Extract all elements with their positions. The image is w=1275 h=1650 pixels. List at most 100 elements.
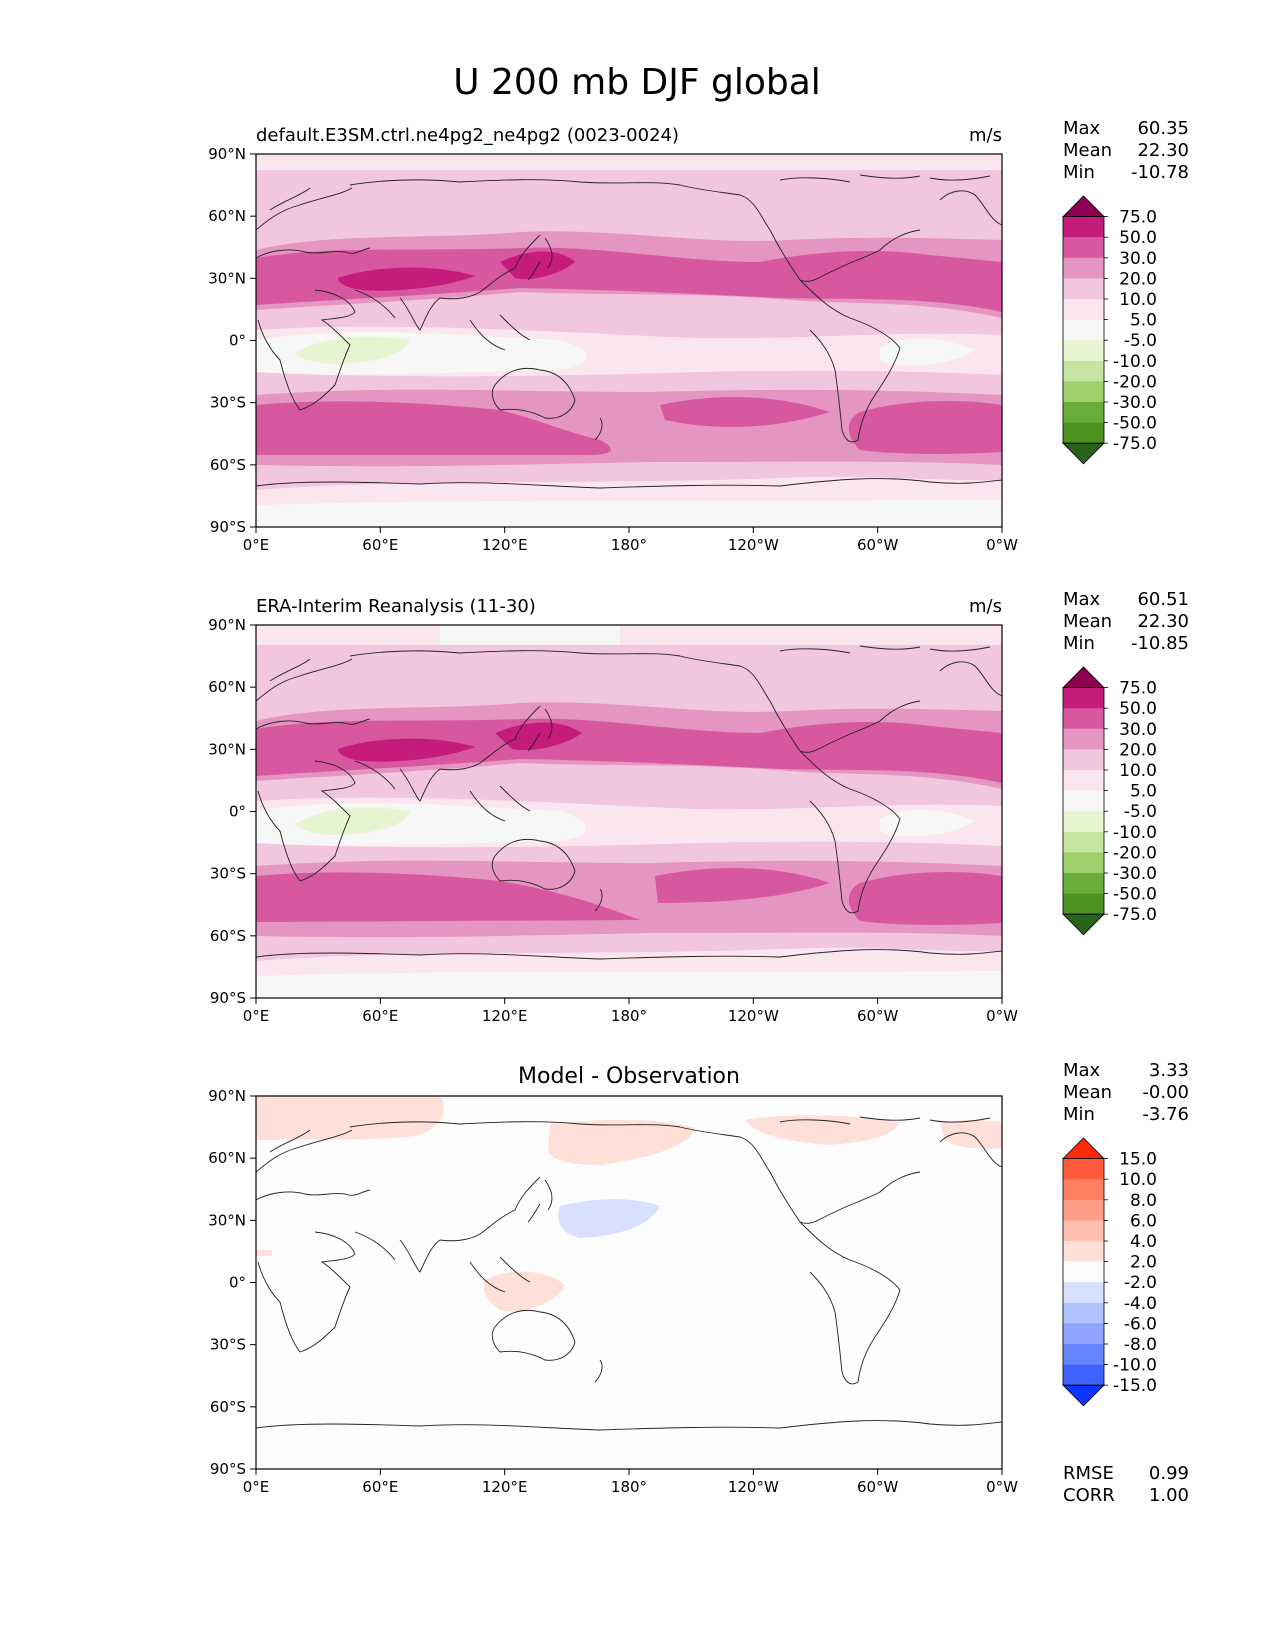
stat-label: Max: [1063, 589, 1101, 610]
colorbar-segment: [1063, 1282, 1104, 1304]
colorbar-level-label: 2.0: [1130, 1253, 1157, 1273]
colorbar-level-label: -8.0: [1124, 1335, 1157, 1355]
colorbar-segment: [1063, 728, 1104, 750]
colorbar-outline: [1062, 687, 1105, 915]
lon-tick-label: 60°W: [857, 1478, 899, 1496]
colorbar-level-label: -75.0: [1113, 434, 1157, 454]
lat-tick-label: 90°S: [210, 518, 246, 536]
lat-tick-label: 90°S: [210, 989, 246, 1007]
stat-value: 22.30: [1137, 611, 1189, 632]
lon-tick-label: 60°E: [362, 1478, 398, 1496]
colorbar-segment: [1063, 1261, 1104, 1283]
colorbar-extend-top: [1062, 1137, 1105, 1159]
lon-tick-label: 120°W: [728, 1478, 779, 1496]
colorbar-level-label: 10.0: [1119, 1170, 1157, 1190]
lon-tick-label: 0°W: [986, 1007, 1018, 1025]
colorbar-level-label: -10.0: [1113, 1356, 1157, 1376]
colorbar-level-label: -5.0: [1124, 802, 1157, 822]
colorbar-level-label: 10.0: [1119, 290, 1157, 310]
colorbar-level-label: -4.0: [1124, 1294, 1157, 1314]
lon-tick-label: 120°E: [482, 536, 528, 554]
lon-tick-label: 120°W: [728, 536, 779, 554]
colorbar-level-label: 15.0: [1119, 1150, 1157, 1170]
stat-label: Mean: [1063, 140, 1112, 161]
colorbar-segment: [1063, 749, 1104, 771]
lon-tick-label: 0°E: [243, 536, 270, 554]
colorbar-segment: [1063, 402, 1104, 424]
colorbar-segment: [1063, 852, 1104, 874]
colorbar-segment: [1063, 381, 1104, 403]
lat-tick-label: 0°: [229, 803, 246, 821]
lon-tick-label: 120°W: [728, 1007, 779, 1025]
colorbar-segment: [1063, 1364, 1104, 1386]
colorbar-segment: [1063, 1158, 1104, 1180]
colorbar-segment: [1063, 790, 1104, 812]
colorbar-segment: [1063, 319, 1104, 341]
colorbar-segment: [1063, 1199, 1104, 1221]
lat-tick-label: 60°N: [208, 1149, 246, 1167]
colorbar-level-label: 5.0: [1130, 311, 1157, 331]
colorbar-level-label: 5.0: [1130, 782, 1157, 802]
colorbar-segment: [1063, 770, 1104, 792]
colorbar-outline: [1062, 1158, 1105, 1386]
stat-value: -10.78: [1131, 162, 1189, 183]
lon-tick-label: 0°E: [243, 1478, 270, 1496]
lon-tick-label: 180°: [611, 1478, 647, 1496]
stat-value: 60.51: [1137, 589, 1189, 610]
colorbar-level-label: -6.0: [1124, 1314, 1157, 1334]
colorbar-segment: [1063, 1344, 1104, 1366]
lon-tick-label: 120°E: [482, 1478, 528, 1496]
colorbar-level-label: 20.0: [1119, 269, 1157, 289]
colorbar-extend-bottom: [1062, 913, 1105, 936]
colorbar-segment: [1063, 1179, 1104, 1201]
lat-tick-label: 90°N: [208, 616, 246, 634]
colorbar-segment: [1063, 708, 1104, 730]
lon-tick-label: 60°W: [857, 536, 899, 554]
colorbar-segment: [1063, 1241, 1104, 1263]
lat-tick-label: 0°: [229, 332, 246, 350]
stat-label: Mean: [1063, 611, 1112, 632]
colorbar-extend-bottom: [1062, 442, 1105, 465]
colorbar-segment: [1063, 873, 1104, 895]
colorbar-segment: [1063, 1220, 1104, 1242]
colorbar-level-label: -75.0: [1113, 905, 1157, 925]
stat-value: -3.76: [1142, 1104, 1189, 1125]
lat-tick-label: 30°S: [210, 394, 246, 412]
colorbar-extend-bottom: [1062, 1384, 1105, 1407]
lat-tick-label: 0°: [229, 1274, 246, 1292]
colorbar-level-label: -50.0: [1113, 885, 1157, 905]
lon-tick-label: 120°E: [482, 1007, 528, 1025]
colorbar-segment: [1063, 811, 1104, 833]
lat-tick-label: 60°S: [210, 927, 246, 945]
lat-tick-label: 30°S: [210, 865, 246, 883]
colorbar-level-label: 50.0: [1119, 699, 1157, 719]
panel-title: ERA-Interim Reanalysis (11-30): [256, 596, 536, 617]
colorbar-level-label: 30.0: [1119, 720, 1157, 740]
panel-units: m/s: [969, 596, 1002, 617]
contour-field: [256, 1096, 1002, 1469]
lat-tick-label: 30°N: [208, 269, 246, 287]
figure-title: U 200 mb DJF global: [453, 62, 821, 103]
panel-title: Model - Observation: [518, 1064, 740, 1089]
panel-difference: Model - Observation: [255, 1064, 1003, 1470]
colorbar-segment: [1063, 299, 1104, 321]
colorbar-segment: [1063, 1302, 1104, 1324]
stat-label: Mean: [1063, 1082, 1112, 1103]
lat-tick-label: 60°N: [208, 678, 246, 696]
stat-label: Max: [1063, 1060, 1101, 1081]
colorbar-level-label: -2.0: [1124, 1273, 1157, 1293]
lon-tick-label: 0°W: [986, 1478, 1018, 1496]
colorbar-level-label: 4.0: [1130, 1232, 1157, 1252]
colorbar-level-label: 75.0: [1119, 208, 1157, 228]
colorbar-segment: [1063, 831, 1104, 853]
colorbar-level-label: 30.0: [1119, 249, 1157, 269]
lat-tick-label: 30°N: [208, 740, 246, 758]
colorbar-level-label: -30.0: [1113, 864, 1157, 884]
contour-field: [256, 154, 1002, 527]
colorbar-level-label: 20.0: [1119, 740, 1157, 760]
metric-label: RMSE: [1063, 1463, 1114, 1484]
colorbar-outline: [1062, 216, 1105, 444]
panel-title: default.E3SM.ctrl.ne4pg2_ne4pg2 (0023-00…: [256, 125, 679, 146]
